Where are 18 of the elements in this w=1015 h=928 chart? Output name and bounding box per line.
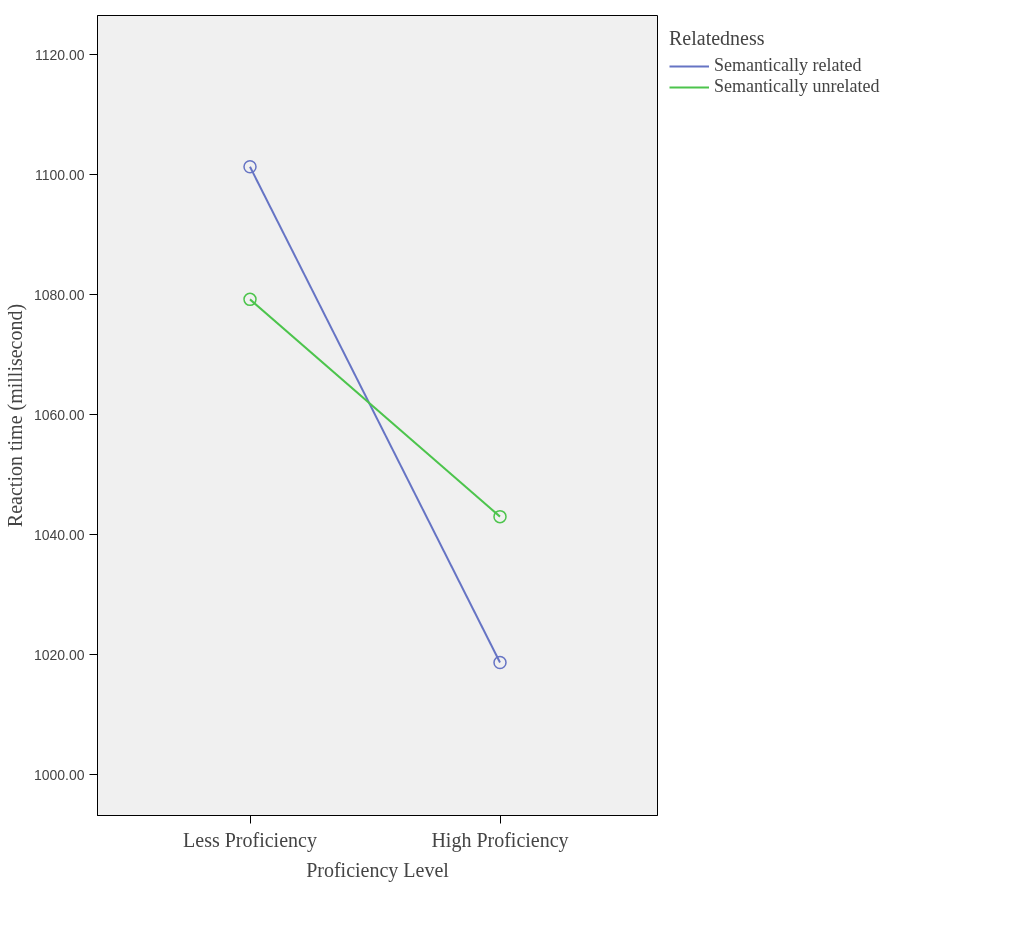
y-tick-label: 1060.00	[33, 406, 85, 423]
legend-label: Semantically unrelated	[714, 76, 880, 97]
y-tick-label: 1120.00	[34, 46, 85, 63]
y-tick-label: 1080.00	[33, 286, 85, 303]
legend-label: Semantically related	[714, 55, 862, 76]
x-axis-title: Proficiency Level	[306, 858, 450, 882]
y-tick-label: 1000.00	[33, 766, 85, 783]
y-tick-label: 1040.00	[33, 526, 85, 543]
y-tick-label: 1100.00	[34, 166, 85, 183]
legend-title: Relatedness	[669, 27, 766, 50]
point	[243, 160, 257, 174]
point	[243, 292, 257, 307]
y-axis-title: Reaction time (millisecond)	[3, 303, 27, 528]
point	[493, 655, 507, 670]
y-tick-label: 1020.00	[33, 646, 85, 663]
x-tick-label: Less Proficiency	[183, 828, 317, 852]
x-tick-label: High Proficiency	[431, 828, 569, 852]
point	[493, 509, 507, 524]
